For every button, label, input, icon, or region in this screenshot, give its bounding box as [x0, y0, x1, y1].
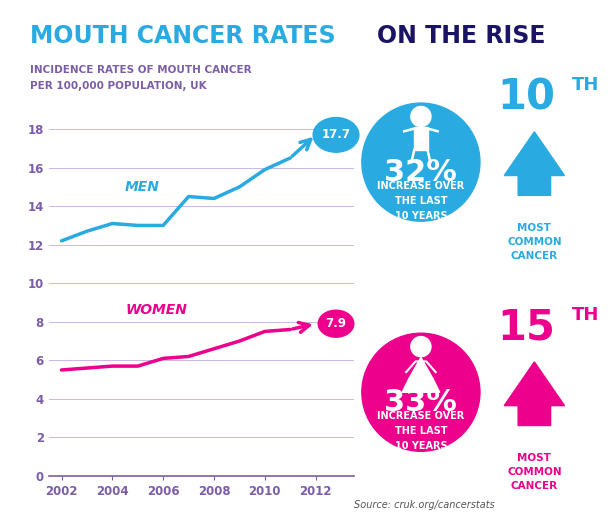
- Circle shape: [362, 333, 480, 451]
- Text: MEN: MEN: [125, 180, 160, 194]
- Text: 15: 15: [497, 306, 555, 348]
- Text: 32%: 32%: [384, 158, 458, 187]
- FancyArrow shape: [504, 132, 564, 196]
- Text: INCREASE OVER
THE LAST
10 YEARS: INCREASE OVER THE LAST 10 YEARS: [377, 412, 465, 451]
- Polygon shape: [402, 379, 440, 392]
- Polygon shape: [409, 357, 433, 379]
- Text: Source: cruk.org/cancerstats: Source: cruk.org/cancerstats: [354, 500, 495, 510]
- Circle shape: [411, 107, 431, 127]
- Bar: [414, 127, 428, 150]
- Text: 33%: 33%: [384, 388, 458, 417]
- Text: MOST
COMMON
CANCER: MOST COMMON CANCER: [507, 453, 562, 491]
- Text: INCREASE OVER
THE LAST
10 YEARS: INCREASE OVER THE LAST 10 YEARS: [377, 181, 465, 221]
- Text: INCIDENCE RATES OF MOUTH CANCER: INCIDENCE RATES OF MOUTH CANCER: [30, 65, 252, 75]
- Text: MOUTH CANCER RATES: MOUTH CANCER RATES: [30, 24, 345, 48]
- Text: 17.7: 17.7: [321, 128, 351, 141]
- Circle shape: [318, 310, 354, 337]
- Circle shape: [411, 337, 431, 357]
- Text: PER 100,000 POPULATION, UK: PER 100,000 POPULATION, UK: [30, 81, 207, 91]
- Text: ON THE RISE: ON THE RISE: [377, 24, 545, 48]
- Circle shape: [313, 118, 359, 152]
- FancyArrow shape: [504, 362, 564, 426]
- Text: WOMEN: WOMEN: [125, 303, 187, 317]
- Text: MOST
COMMON
CANCER: MOST COMMON CANCER: [507, 223, 562, 261]
- Text: 7.9: 7.9: [326, 317, 346, 330]
- Text: TH: TH: [572, 306, 599, 324]
- Circle shape: [362, 103, 480, 221]
- Text: 10: 10: [497, 76, 555, 118]
- Text: TH: TH: [572, 76, 599, 94]
